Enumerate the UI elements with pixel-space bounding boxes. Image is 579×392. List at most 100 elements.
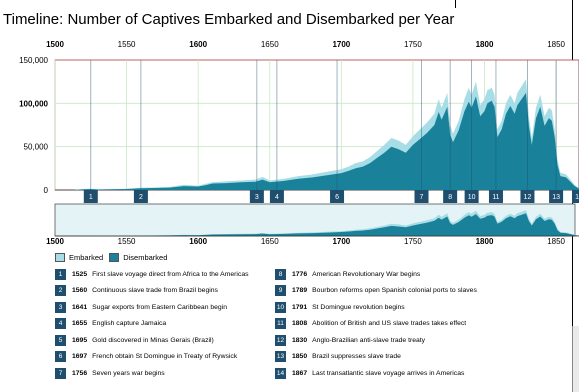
- event-text: Abolition of British and US slave trades…: [312, 320, 467, 327]
- event-marker-number: 7: [420, 194, 424, 201]
- event-item: 11 1808 Abolition of British and US slave …: [275, 318, 466, 330]
- event-item: 1 1525 First slave voyage direct from Afri…: [55, 268, 249, 280]
- event-number: 3: [55, 301, 66, 313]
- event-marker-4[interactable]: 4: [269, 190, 284, 203]
- event-marker-box: [443, 190, 458, 203]
- x-tick-label-bottom: 1500: [46, 237, 64, 246]
- event-item: 8 1776 American Revolutionary War begins: [275, 268, 420, 280]
- event-item: 10 1791 St Domingue revolution begins: [275, 301, 405, 313]
- event-number: 5: [55, 334, 66, 346]
- event-marker-number: 3: [255, 194, 259, 201]
- event-marker-6[interactable]: 6: [330, 190, 345, 203]
- x-tick-label-top: 1600: [189, 40, 207, 49]
- event-marker-3[interactable]: 3: [249, 190, 264, 203]
- x-tick-label-bottom: 1550: [118, 237, 136, 246]
- disembarked-swatch: [109, 253, 120, 262]
- event-number: 12: [275, 334, 286, 346]
- event-text: Bourbon reforms open Spanish colonial po…: [312, 287, 477, 294]
- x-tick-label-bottom: 1600: [189, 237, 207, 246]
- event-text: First slave voyage direct from Africa to…: [92, 270, 249, 278]
- y-tick-label: 150,000: [19, 56, 48, 65]
- y-axis-ticks: 150,000 100,000 50,000 0: [19, 56, 48, 195]
- event-item: 12 1830 Anglo-Brazilian anti-slave trade t…: [275, 334, 425, 346]
- event-number: 6: [55, 351, 66, 362]
- event-marker-box: [83, 190, 98, 203]
- overview-chart[interactable]: [54, 203, 579, 237]
- event-marker-number: 4: [275, 194, 279, 201]
- event-marker-box: [330, 190, 345, 203]
- event-text: American Revolutionary War begins: [312, 270, 421, 278]
- event-number: 14: [275, 367, 286, 379]
- event-marker-10[interactable]: 10: [464, 190, 479, 203]
- y-tick-label: 50,000: [24, 143, 49, 152]
- event-year: 1789: [292, 287, 308, 294]
- event-text: Sugar exports from Eastern Caribbean beg…: [92, 303, 228, 311]
- event-year: 1560: [72, 287, 88, 294]
- event-number: 9: [275, 285, 286, 296]
- event-marker-number: 1: [89, 194, 93, 201]
- event-text: Gold discovered in Minas Gerais (Brazil): [92, 336, 214, 344]
- event-marker-8[interactable]: 8: [443, 190, 458, 203]
- event-text: Continuous slave trade from Brazil begin…: [92, 287, 218, 294]
- event-year: 1791: [292, 303, 308, 311]
- bottom-axis-ticks: 1500 1550 1600 1650 1700 1750 1800 1850: [46, 237, 565, 246]
- event-text: French obtain St Domingue in Treaty of R…: [92, 353, 238, 360]
- event-marker-box: [488, 190, 503, 203]
- event-item: 9 1789 Bourbon reforms open Spanish coloni…: [275, 285, 477, 297]
- event-text: English capture Jamaica: [92, 320, 167, 327]
- event-item: 5 1695 Gold discovered in Minas Gerais (Br…: [55, 334, 214, 346]
- event-marker-7[interactable]: 7: [414, 190, 429, 203]
- event-text: Seven years war begins: [92, 369, 165, 377]
- x-tick-label-top: 1700: [332, 40, 350, 49]
- x-tick-label-bottom: 1650: [261, 237, 279, 246]
- event-marker-number: 14: [575, 194, 579, 201]
- event-number: 1: [55, 268, 66, 280]
- event-marker-13[interactable]: 13: [549, 190, 564, 203]
- adjacent-window-edge: [572, 326, 579, 392]
- x-tick-label-top: 1500: [46, 40, 64, 49]
- event-marker-number: 2: [139, 194, 143, 201]
- event-marker-14[interactable]: 14: [572, 190, 579, 203]
- timeline-chart[interactable]: 1500 1550 1600 1650 1700 1750 1800 1850 150,000…: [0, 0, 579, 250]
- y-tick-label: 0: [44, 186, 49, 195]
- event-marker-1[interactable]: 1: [83, 190, 98, 203]
- event-year: 1756: [72, 369, 88, 377]
- event-number: 10: [275, 301, 286, 313]
- legend-embarked-label: Embarked: [69, 253, 104, 262]
- event-marker-box: [414, 190, 429, 203]
- event-markers[interactable]: 12346781011121314: [83, 60, 579, 203]
- event-marker-box: [133, 190, 148, 203]
- x-tick-label-top: 1800: [476, 40, 494, 49]
- event-marker-number: 11: [492, 194, 499, 201]
- x-tick-label-bottom: 1800: [476, 237, 494, 246]
- event-year: 1808: [292, 320, 308, 327]
- x-tick-label-top: 1650: [261, 40, 279, 49]
- x-tick-label-top: 1750: [404, 40, 422, 49]
- event-year: 1776: [292, 270, 308, 278]
- chart-title: Timeline: Number of Captives Embarked an…: [3, 11, 455, 28]
- event-marker-12[interactable]: 12: [520, 190, 535, 203]
- x-tick-label-bottom: 1700: [332, 237, 350, 246]
- event-item: 13 1850 Brazil suppresses slave trade: [275, 351, 401, 363]
- event-text: Last transatlantic slave voyage arrives …: [312, 369, 465, 377]
- event-year: 1525: [72, 270, 88, 278]
- event-marker-number: 13: [552, 194, 560, 201]
- event-marker-11[interactable]: 11: [488, 190, 503, 203]
- event-marker-number: 12: [524, 194, 532, 201]
- event-item: 14 1867 Last transatlantic slave voyage ar…: [275, 367, 464, 379]
- event-number: 2: [55, 285, 66, 296]
- event-text: Anglo-Brazilian anti-slave trade treaty: [312, 336, 426, 344]
- event-marker-2[interactable]: 2: [133, 190, 148, 203]
- overview-disembarked-area: [75, 213, 579, 236]
- event-marker-box: [249, 190, 264, 203]
- main-area-chart[interactable]: [75, 79, 579, 190]
- legend: Embarked Disembarked: [55, 253, 167, 262]
- event-number: 7: [55, 367, 66, 379]
- event-year: 1655: [72, 320, 88, 327]
- event-marker-number: 10: [468, 194, 476, 201]
- event-year: 1867: [292, 369, 308, 377]
- event-marker-box: [572, 190, 579, 203]
- event-number: 13: [275, 351, 286, 362]
- event-marker-box: [520, 190, 535, 203]
- event-text: Brazil suppresses slave trade: [312, 353, 401, 360]
